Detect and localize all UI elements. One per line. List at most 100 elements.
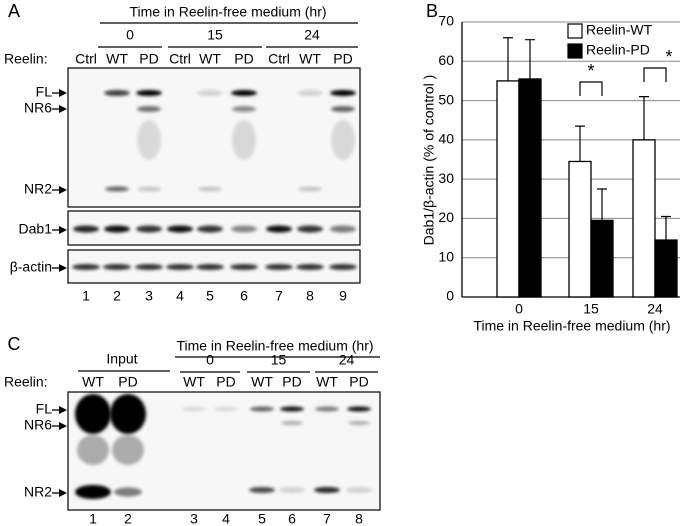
blot-band bbox=[331, 120, 355, 160]
bar bbox=[632, 139, 656, 298]
band-label: NR6 bbox=[24, 417, 52, 433]
blot-band bbox=[249, 487, 275, 493]
band-label: NR2 bbox=[24, 484, 52, 500]
lane-label: PD bbox=[216, 374, 235, 390]
blot-band bbox=[137, 186, 161, 192]
blot-band bbox=[330, 90, 356, 96]
blot-band bbox=[296, 264, 324, 270]
error-bar bbox=[503, 37, 513, 81]
blot-band bbox=[348, 421, 370, 425]
arrow-head bbox=[59, 422, 67, 430]
panel-label: B bbox=[426, 1, 438, 21]
lane-label: WT bbox=[251, 374, 273, 390]
lane-label: PD bbox=[333, 51, 352, 67]
lane-label: Ctrl bbox=[169, 51, 191, 67]
legend-label: Reelin-WT bbox=[586, 22, 653, 38]
lane-label: WT bbox=[106, 51, 128, 67]
significance-bracket bbox=[643, 67, 667, 82]
band-label: FL bbox=[36, 84, 53, 100]
blot-band bbox=[347, 406, 371, 412]
lane-label: PD bbox=[282, 374, 301, 390]
blot-band bbox=[197, 225, 223, 233]
band-label: Dab1 bbox=[19, 221, 53, 237]
blot-band bbox=[73, 225, 99, 233]
blot-band bbox=[330, 225, 356, 233]
x-tick-label: 0 bbox=[515, 301, 523, 317]
arrow-head bbox=[59, 186, 67, 194]
x-tick-label: 15 bbox=[583, 301, 599, 317]
blot-band bbox=[166, 264, 194, 270]
lane-number: 6 bbox=[288, 511, 296, 526]
y-tick-label: 0 bbox=[446, 288, 454, 304]
blot-band bbox=[105, 186, 129, 192]
x-axis-label: Time in Reelin-free medium (hr) bbox=[473, 318, 670, 334]
y-tick-label: 40 bbox=[438, 131, 454, 147]
bar bbox=[518, 78, 542, 298]
arrow-head bbox=[59, 105, 67, 113]
error-bar bbox=[575, 125, 585, 162]
blot-band bbox=[110, 394, 146, 434]
lane-number: 3 bbox=[145, 288, 153, 304]
blot-band bbox=[198, 186, 222, 192]
blot-band bbox=[75, 485, 111, 499]
blot-band bbox=[266, 225, 292, 233]
blot-band bbox=[75, 394, 111, 434]
x-tick-label: 24 bbox=[647, 301, 663, 317]
blot-band bbox=[250, 406, 274, 412]
legend-label: Reelin-PD bbox=[586, 42, 650, 58]
blot-band bbox=[112, 435, 144, 465]
blot-band bbox=[197, 90, 223, 96]
row-label: Reelin: bbox=[4, 51, 48, 67]
blot-band bbox=[136, 225, 162, 233]
blot-band bbox=[297, 225, 323, 233]
lane-label: Ctrl bbox=[75, 51, 97, 67]
blot-band bbox=[315, 406, 339, 412]
blot bbox=[67, 67, 361, 208]
y-tick-label: 50 bbox=[438, 91, 454, 107]
blot-band bbox=[72, 264, 100, 270]
lane-number: 5 bbox=[206, 288, 214, 304]
band-label: β-actin bbox=[10, 259, 52, 275]
lane-label: WT bbox=[183, 374, 205, 390]
bar bbox=[496, 80, 520, 298]
blot-band bbox=[314, 487, 340, 493]
blot-band bbox=[265, 264, 293, 270]
blot-band bbox=[137, 106, 161, 112]
error-bar bbox=[525, 39, 535, 79]
arrow-head bbox=[59, 264, 67, 272]
blot-band bbox=[279, 487, 305, 493]
bar bbox=[590, 219, 614, 298]
y-tick-label: 30 bbox=[438, 170, 454, 186]
lane-number: 2 bbox=[124, 511, 132, 526]
lane-number: 2 bbox=[113, 288, 121, 304]
blot-band bbox=[104, 90, 130, 96]
blot-band bbox=[346, 487, 372, 493]
panel-title: Time in Reelin-free medium (hr) bbox=[129, 4, 326, 20]
blot-band bbox=[103, 264, 131, 270]
lane-label: Ctrl bbox=[268, 51, 290, 67]
lane-number: 7 bbox=[275, 288, 283, 304]
band-label: NR2 bbox=[24, 181, 52, 197]
arrow-head bbox=[59, 226, 67, 234]
input-label: Input bbox=[106, 351, 137, 367]
y-tick-label: 10 bbox=[438, 248, 454, 264]
significance-mark: * bbox=[665, 47, 672, 67]
lane-label: PD bbox=[139, 51, 158, 67]
lane-number: 1 bbox=[89, 511, 97, 526]
blot-band bbox=[329, 264, 357, 270]
lane-number: 5 bbox=[258, 511, 266, 526]
error-bar bbox=[597, 188, 607, 221]
arrow-head bbox=[59, 89, 67, 97]
bar bbox=[568, 160, 592, 298]
lane-label: PD bbox=[349, 374, 368, 390]
blot-band bbox=[297, 90, 323, 96]
lane-number: 4 bbox=[222, 511, 230, 526]
blot-band bbox=[135, 264, 163, 270]
blot-band bbox=[231, 90, 257, 96]
blot-band bbox=[281, 421, 303, 425]
blot-band bbox=[137, 120, 161, 160]
band-label: NR6 bbox=[24, 100, 52, 116]
lane-label: WT bbox=[199, 51, 221, 67]
time-label: 15 bbox=[271, 352, 287, 368]
